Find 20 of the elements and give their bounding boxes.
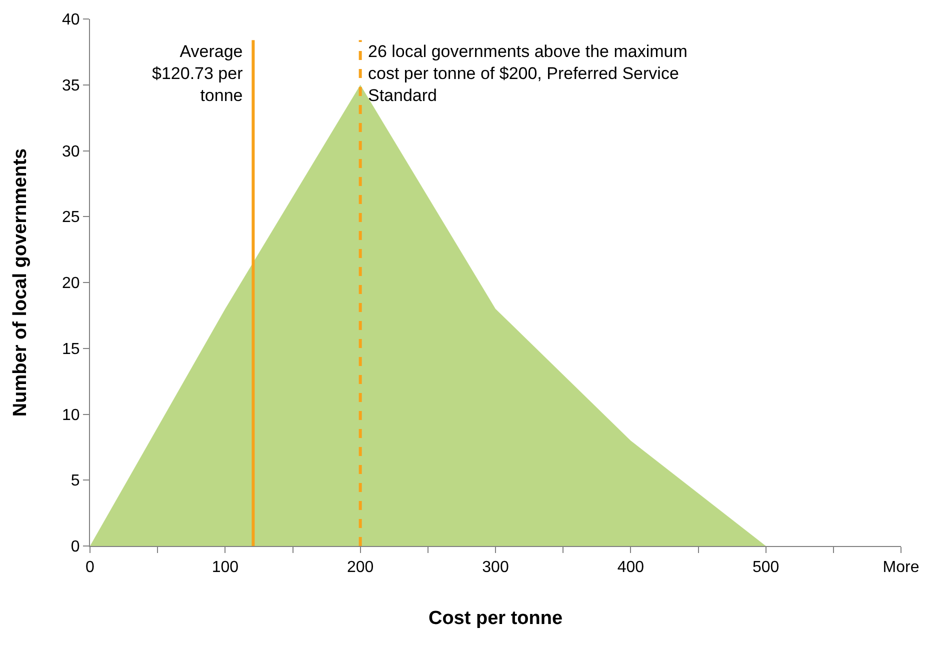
y-axis-title: Number of local governments [10, 148, 31, 417]
x-tick-label: More [882, 559, 920, 576]
x-tick-label: 500 [752, 559, 780, 576]
y-tick-label: 20 [62, 275, 80, 292]
y-tick-label: 0 [70, 538, 80, 556]
x-tick-label: 100 [212, 559, 239, 576]
x-tick-label: 200 [346, 559, 374, 576]
y-tick-label: 30 [62, 143, 80, 160]
y-tick-label: 25 [62, 209, 80, 226]
ref-line-label: 26 local governments above the maximum cost per tonne of $200, Preferred Service Standard [368, 42, 688, 106]
x-tick-label: 400 [617, 559, 644, 576]
y-tick-label: 40 [62, 12, 80, 29]
y-tick-label: 35 [62, 77, 80, 94]
ref-line-label: Average $120.73 per tonne [152, 42, 244, 106]
x-tick-label: 0 [86, 559, 95, 576]
x-axis-title: Cost per tonne [428, 608, 563, 629]
y-tick-label: 10 [62, 406, 80, 424]
y-tick-label: 15 [62, 340, 80, 358]
x-tick-label: 300 [482, 559, 509, 576]
y-tick-label: 5 [70, 472, 80, 490]
